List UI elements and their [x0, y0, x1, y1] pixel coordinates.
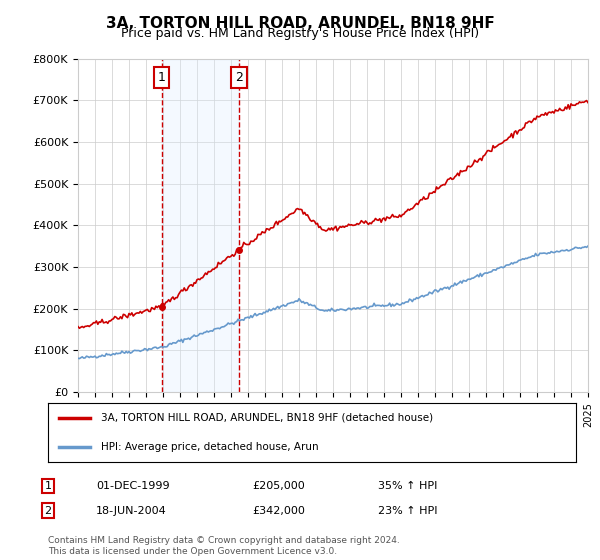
Text: 1: 1 [158, 71, 166, 84]
Text: 23% ↑ HPI: 23% ↑ HPI [378, 506, 437, 516]
Text: 18-JUN-2004: 18-JUN-2004 [96, 506, 167, 516]
Text: HPI: Average price, detached house, Arun: HPI: Average price, detached house, Arun [101, 442, 319, 452]
Text: 35% ↑ HPI: 35% ↑ HPI [378, 481, 437, 491]
Text: £342,000: £342,000 [252, 506, 305, 516]
Text: 1: 1 [44, 481, 52, 491]
Text: 2: 2 [44, 506, 52, 516]
Text: 3A, TORTON HILL ROAD, ARUNDEL, BN18 9HF: 3A, TORTON HILL ROAD, ARUNDEL, BN18 9HF [106, 16, 494, 31]
Bar [161, 59, 239, 392]
Text: 01-DEC-1999: 01-DEC-1999 [96, 481, 170, 491]
Text: Contains HM Land Registry data © Crown copyright and database right 2024.
This d: Contains HM Land Registry data © Crown c… [48, 536, 400, 556]
Text: £205,000: £205,000 [252, 481, 305, 491]
Text: Price paid vs. HM Land Registry's House Price Index (HPI): Price paid vs. HM Land Registry's House … [121, 27, 479, 40]
Text: 2: 2 [235, 71, 243, 84]
Text: 3A, TORTON HILL ROAD, ARUNDEL, BN18 9HF (detached house): 3A, TORTON HILL ROAD, ARUNDEL, BN18 9HF … [101, 413, 433, 423]
